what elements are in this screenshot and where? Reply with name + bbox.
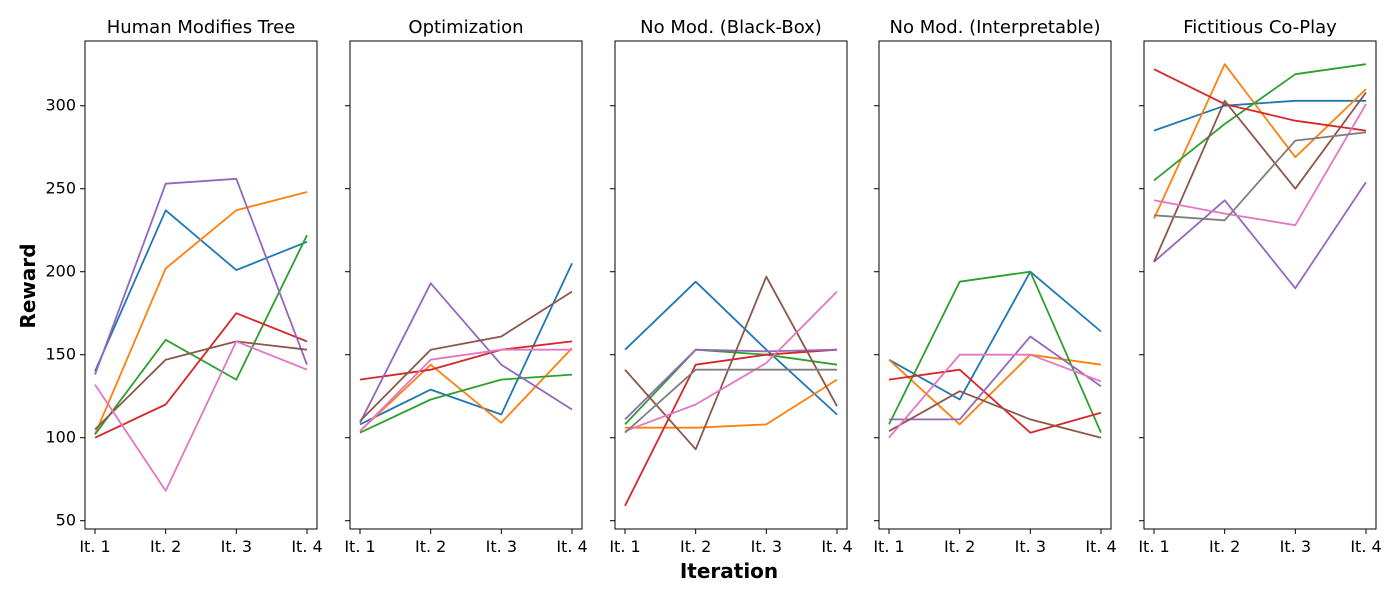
x-tick-label: It. 1 (344, 537, 375, 556)
series-line-1 (1153, 99, 1366, 132)
series-line-1 (359, 263, 573, 426)
plot-frame (1143, 40, 1377, 530)
series-line-4 (888, 368, 1102, 434)
series-line-6 (94, 340, 308, 431)
panel-title: Human Modifies Tree (107, 17, 296, 38)
plot-frame (878, 40, 1112, 530)
series-line-4 (94, 312, 308, 439)
series-line-4 (359, 340, 573, 381)
series-line-2 (359, 347, 573, 432)
x-tick-label: It. 3 (1015, 537, 1046, 556)
series-line-2 (94, 191, 308, 435)
y-tick-label: 200 (45, 262, 76, 281)
panel-5: It. 1 It. 2 It. 3 It. 4 Fictitious Co-Play (1138, 17, 1381, 556)
series-line-3 (888, 270, 1102, 434)
x-tick-label: It. 3 (221, 537, 252, 556)
panel-title: No Mod. (Interpretable) (890, 17, 1101, 38)
series-line-4 (624, 348, 838, 507)
x-tick-label: It. 3 (486, 537, 517, 556)
x-tick-label: It. 4 (821, 537, 852, 556)
series-line-7 (1153, 103, 1367, 227)
series-line-5 (889, 335, 1102, 421)
plot-frame (614, 40, 848, 530)
series-line-3 (359, 373, 573, 434)
series-line-3 (94, 234, 308, 435)
x-tick-label: It. 2 (944, 537, 975, 556)
panel-3: It. 1 It. 2 It. 3 It. 4 No Mod. (Black-Box) (609, 17, 852, 556)
x-tick-label: It. 1 (79, 537, 110, 556)
y-tick-label: 300 (45, 96, 76, 115)
panel-1: 50 100 150 200 250 300 It. 1 It. 2 It. 3 It. 4 Hum… (45, 17, 322, 556)
panel-2: It. 1 It. 2 It. 3 It. 4 Optimization (344, 17, 587, 556)
x-tick-label: It. 4 (1350, 537, 1381, 556)
series-line-7 (94, 340, 308, 492)
panel-title: Fictitious Co-Play (1183, 17, 1337, 38)
series-line-8 (1153, 131, 1367, 222)
x-tick-label: It. 2 (415, 537, 446, 556)
series-line-5 (624, 348, 838, 421)
plot-frame (84, 40, 318, 530)
series-line-1 (888, 270, 1102, 401)
series-line-7 (624, 290, 838, 432)
y-tick-label: 100 (45, 428, 76, 447)
series-line-2 (1153, 63, 1367, 219)
series-line-5 (359, 282, 573, 424)
series-line-1 (624, 280, 838, 416)
panel-title: No Mod. (Black-Box) (640, 17, 822, 38)
series-line-5 (1153, 181, 1367, 290)
plot-frame (349, 40, 583, 530)
y-axis-label: Reward (16, 243, 40, 328)
series-line-3 (1153, 63, 1367, 182)
x-tick-label: It. 1 (609, 537, 640, 556)
series-line-2 (625, 378, 838, 429)
series-line-6 (359, 290, 573, 422)
x-tick-label: It. 4 (556, 537, 587, 556)
x-tick-label: It. 2 (680, 537, 711, 556)
series-line-6 (1153, 91, 1367, 263)
series-line-5 (94, 177, 308, 375)
x-tick-label: It. 4 (291, 537, 322, 556)
x-tick-label: It. 3 (751, 537, 782, 556)
series-line-6 (624, 275, 838, 451)
y-tick-label: 250 (45, 179, 76, 198)
y-tick-label: 150 (45, 345, 76, 364)
series-line-4 (1153, 68, 1367, 132)
x-tick-label: It. 1 (873, 537, 904, 556)
panel-4: It. 1 It. 2 It. 3 It. 4 No Mod. (Interpretab… (873, 17, 1116, 556)
series-line-6 (888, 390, 1102, 439)
y-tick-label: 50 (56, 511, 76, 530)
x-axis-label: Iteration (680, 559, 778, 583)
series-line-3 (624, 348, 838, 426)
series-line-7 (888, 353, 1102, 439)
series-line-2 (888, 353, 1102, 426)
panel-title: Optimization (408, 17, 523, 38)
x-tick-label: It. 3 (1280, 537, 1311, 556)
x-tick-label: It. 2 (150, 537, 181, 556)
series-line-7 (359, 348, 572, 432)
x-tick-label: It. 2 (1209, 537, 1240, 556)
x-tick-label: It. 4 (1085, 537, 1116, 556)
series-line-8 (624, 368, 837, 434)
x-tick-label: It. 1 (1138, 537, 1169, 556)
